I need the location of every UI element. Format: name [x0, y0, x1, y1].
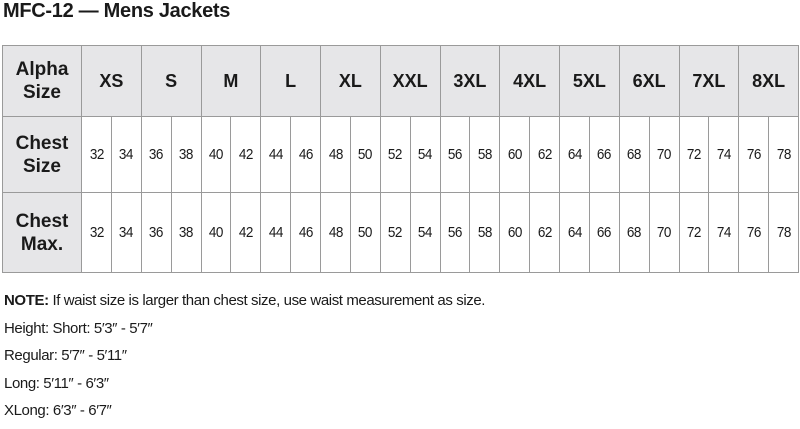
- chest-max-cell: 70: [650, 192, 678, 273]
- alpha-size-cell: XS: [81, 45, 142, 117]
- chest-max-cell: 46: [291, 192, 320, 273]
- alpha-size-cell: 7XL: [678, 45, 740, 117]
- chest-max-cell: 52: [381, 192, 410, 273]
- chest-max-cell: 68: [620, 192, 649, 273]
- chest-size-cell: 70: [650, 116, 678, 193]
- chest-size-cell: 58: [470, 116, 499, 193]
- alpha-size-cell: L: [260, 45, 321, 117]
- chest-max-cell: 64: [560, 192, 589, 273]
- chest-size-cell: 46: [291, 116, 320, 193]
- row-header-chest-max: Chest Max.: [2, 192, 82, 273]
- chest-size-row: Chest Size 32 34 36 38 40 42 44 46 48 50 52 54 56 58 6…: [2, 116, 799, 193]
- chest-size-cell: 72: [680, 116, 708, 193]
- chest-max-cell: 38: [172, 192, 200, 273]
- chest-size-cell: 62: [530, 116, 559, 193]
- alpha-size-row: Alpha Size XS S M L XL XXL 3XL 4XL 5XL 6XL 7XL 8XL: [2, 45, 799, 117]
- chest-size-cell: 66: [590, 116, 619, 193]
- chest-max-cell: 60: [500, 192, 529, 273]
- notes-section: NOTE: If waist size is larger than chest…: [4, 291, 485, 429]
- alpha-size-cell: 4XL: [499, 45, 560, 117]
- alpha-size-cell: M: [200, 45, 262, 117]
- height-short: Height: Short: 5′3″ - 5′7″: [4, 319, 153, 337]
- chest-max-cell: 40: [202, 192, 230, 273]
- chest-max-cell: 66: [590, 192, 619, 273]
- chest-size-cell: 40: [202, 116, 230, 193]
- chest-size-cell: 68: [620, 116, 649, 193]
- chest-max-row: Chest Max. 32 34 36 38 40 42 44 46 48 50 52 54 56 58 6…: [2, 192, 799, 273]
- alpha-size-cell: 8XL: [738, 45, 799, 117]
- alpha-size-cell: 6XL: [618, 45, 680, 117]
- height-xlong: XLong: 6′3″ - 6′7″: [4, 402, 112, 419]
- chest-size-cell: 48: [321, 116, 350, 193]
- row-header-alpha-size: Alpha Size: [2, 45, 82, 117]
- page-title: MFC-12 — Mens Jackets: [3, 0, 231, 22]
- chest-size-cell: 60: [500, 116, 529, 193]
- chest-max-cell: 36: [142, 192, 171, 273]
- chest-size-cell: 56: [441, 116, 469, 193]
- chest-size-cell: 42: [231, 116, 260, 193]
- chest-max-cell: 42: [231, 192, 260, 273]
- chest-max-cell: 34: [112, 192, 141, 273]
- chest-max-cell: 62: [530, 192, 559, 273]
- chest-max-cell: 74: [709, 192, 738, 273]
- chest-max-cell: 48: [321, 192, 350, 273]
- chest-size-cell: 36: [142, 116, 171, 193]
- chest-size-cell: 54: [411, 116, 439, 193]
- size-chart-table: Alpha Size XS S M L XL XXL 3XL 4XL 5XL 6XL 7XL 8XL …: [2, 45, 799, 273]
- chest-size-cell: 38: [172, 116, 200, 193]
- chest-max-cell: 72: [680, 192, 708, 273]
- row-header-chest-size: Chest Size: [2, 116, 82, 193]
- alpha-size-cell: 3XL: [439, 45, 501, 117]
- chest-max-cell: 50: [351, 192, 380, 273]
- alpha-size-cell: S: [140, 45, 202, 117]
- note-label: NOTE:: [4, 292, 49, 309]
- chest-size-cell: 44: [261, 116, 290, 193]
- chest-max-cell: 76: [739, 192, 768, 273]
- alpha-size-cell: 5XL: [559, 45, 620, 117]
- chest-max-cell: 78: [769, 192, 798, 273]
- chest-size-cell: 50: [351, 116, 380, 193]
- note-text: If waist size is larger than chest size,…: [48, 292, 486, 309]
- chest-max-cell: 54: [411, 192, 439, 273]
- chest-size-cell: 74: [709, 116, 738, 193]
- height-regular: Regular: 5′7″ - 5′11″: [4, 347, 127, 364]
- chest-size-cell: 52: [381, 116, 410, 193]
- chest-size-cell: 64: [560, 116, 589, 193]
- note-line: NOTE: If waist size is larger than chest…: [4, 291, 485, 319]
- chest-size-cell: 32: [82, 116, 111, 193]
- chest-max-cell: 44: [261, 192, 290, 273]
- chest-size-cell: 34: [112, 116, 141, 193]
- chest-max-cell: 56: [441, 192, 469, 273]
- height-long: Long: 5′11″ - 6′3″: [4, 374, 109, 392]
- chest-max-cell: 32: [82, 192, 111, 273]
- alpha-size-cell: XL: [320, 45, 381, 117]
- chest-size-cell: 78: [769, 116, 798, 193]
- chest-max-cell: 58: [470, 192, 499, 273]
- alpha-size-cell: XXL: [379, 45, 441, 117]
- chest-size-cell: 76: [739, 116, 768, 193]
